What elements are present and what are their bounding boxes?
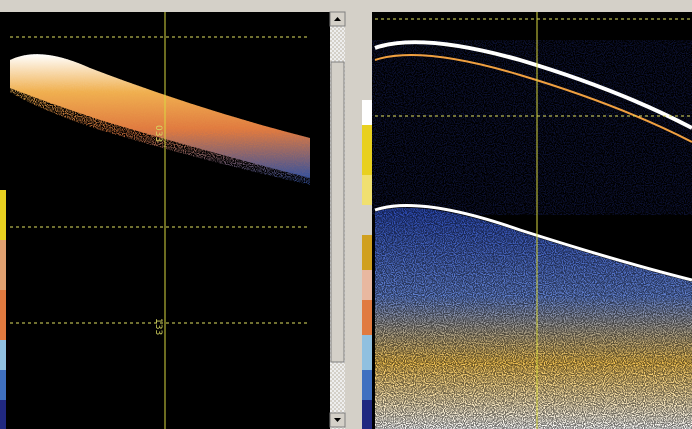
layer-echo bbox=[374, 54, 692, 143]
left-color-scale bbox=[0, 190, 6, 429]
depth-label: 133 bbox=[153, 318, 163, 335]
seabed-echo bbox=[374, 204, 692, 282]
right-color-scale bbox=[362, 100, 372, 429]
sediment-fill bbox=[375, 207, 692, 429]
depth-grid bbox=[10, 36, 310, 324]
depth-label: 033 bbox=[153, 125, 163, 142]
scrollbar[interactable] bbox=[329, 11, 346, 429]
water-column bbox=[372, 40, 692, 215]
depth-grid bbox=[375, 18, 692, 117]
echo-speckle bbox=[10, 54, 310, 185]
surface-echo bbox=[374, 40, 692, 130]
